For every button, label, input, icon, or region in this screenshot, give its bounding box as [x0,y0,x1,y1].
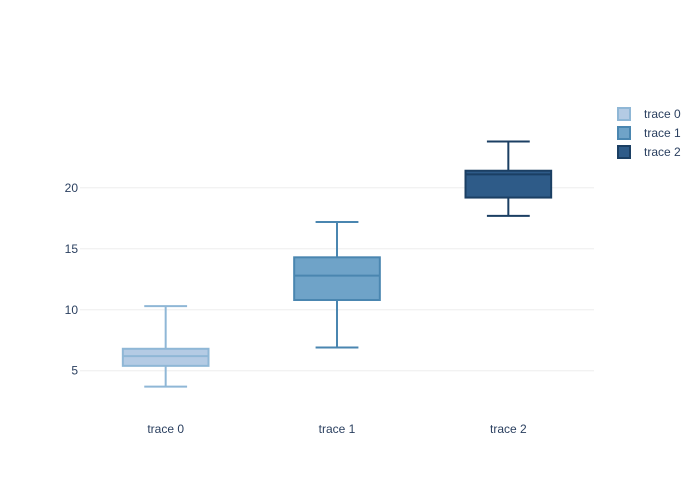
x-axis-tick-labels: trace 0 trace 1 trace 2 [147,422,527,436]
iqr-box [121,347,210,367]
y-tick-label: 5 [71,364,78,378]
legend-swatch [617,126,631,140]
y-tick-label: 10 [65,303,79,317]
x-tick-label: trace 2 [490,422,527,436]
legend-label: trace 1 [644,126,681,140]
legend: trace 0 trace 1 trace 2 [617,107,681,159]
x-tick-label: trace 0 [147,422,184,436]
legend-swatch [617,145,631,159]
x-tick-label: trace 1 [319,422,356,436]
box-trace-2 [464,140,553,217]
legend-swatch [617,107,631,121]
box-trace-0 [121,305,210,388]
y-tick-label: 15 [65,242,79,256]
y-axis-tick-labels: 5 10 15 20 [65,181,79,378]
legend-label: trace 0 [644,107,681,121]
legend-item: trace 1 [617,126,681,140]
boxes-layer [121,140,553,388]
legend-item: trace 0 [617,107,681,121]
legend-label: trace 2 [644,145,681,159]
legend-item: trace 2 [617,145,681,159]
box-trace-1 [293,220,381,349]
y-tick-label: 20 [65,181,79,195]
iqr-box [293,256,381,302]
